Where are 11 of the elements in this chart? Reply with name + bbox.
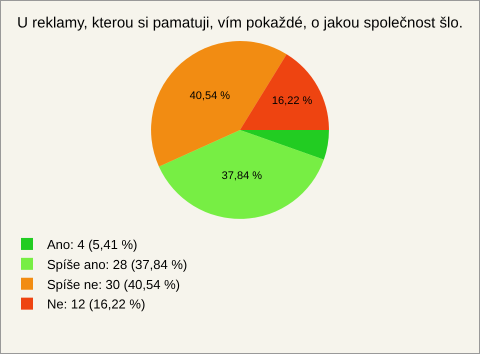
data-label: 40,54 % bbox=[190, 90, 230, 102]
data-label: 37,84 % bbox=[222, 170, 262, 182]
legend-label: Ano: 4 (5,41 %) bbox=[47, 237, 138, 252]
legend-label: Ne: 12 (16,22 %) bbox=[47, 296, 146, 312]
data-label: 16,22 % bbox=[272, 94, 312, 107]
chart-title: U reklamy, kterou si pamatuji, vím pokaždé, o jakou společnost šlo. bbox=[17, 14, 463, 32]
pie-slice bbox=[158, 130, 324, 219]
pie-slice bbox=[240, 130, 329, 160]
pie-slice bbox=[240, 54, 329, 130]
legend-label: Spíše ne: 30 (40,54 %) bbox=[47, 276, 180, 292]
legend-label: Spíše ano: 28 (37,84 %) bbox=[47, 256, 188, 272]
